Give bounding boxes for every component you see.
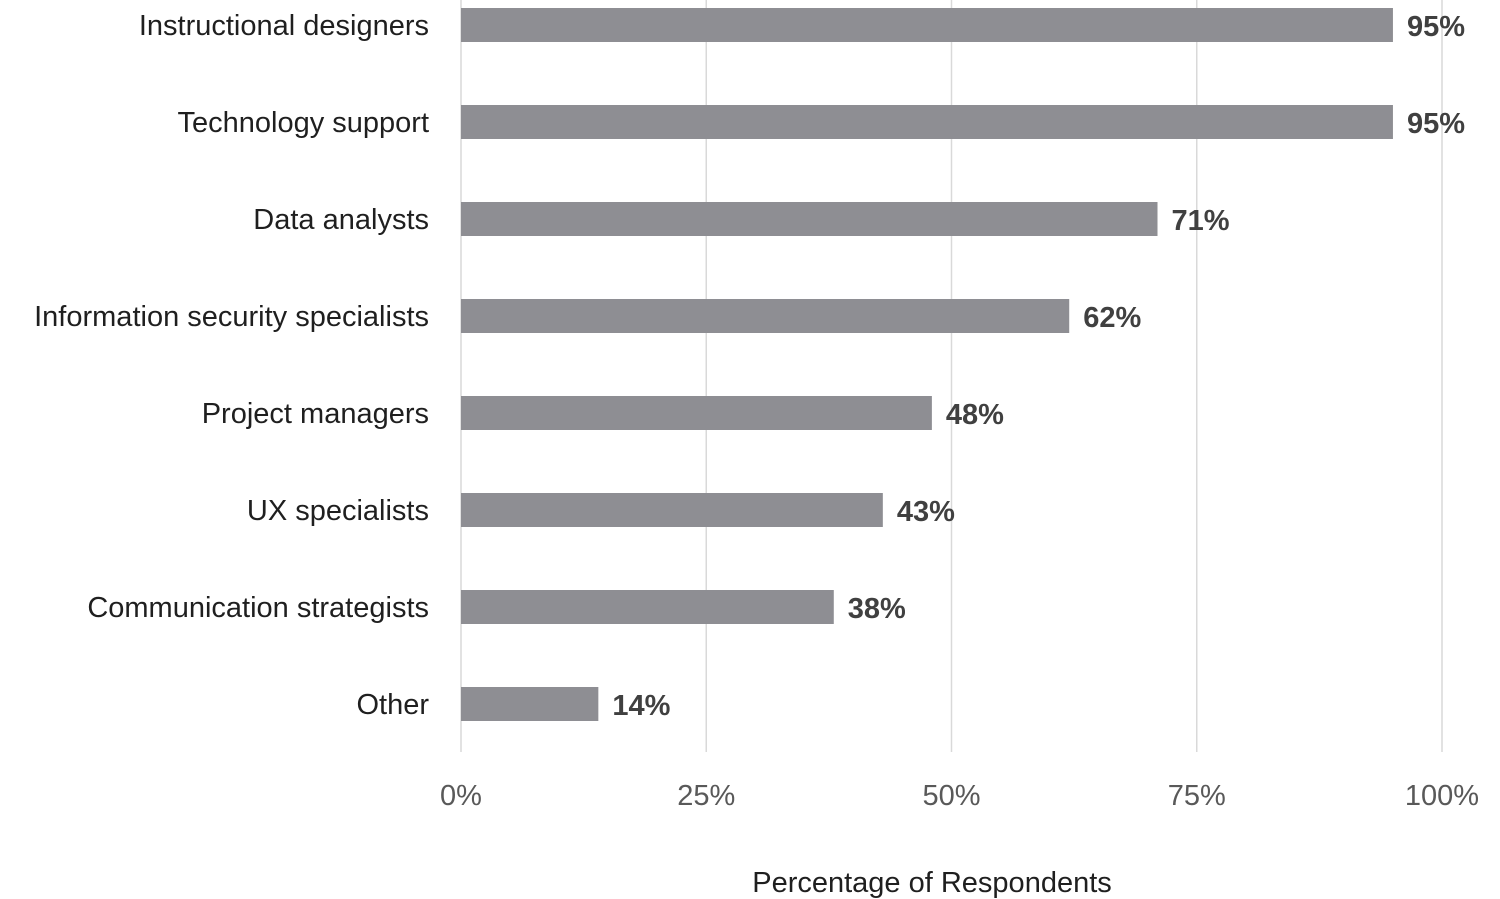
bar: [461, 493, 883, 527]
x-tick-label: 0%: [440, 780, 482, 812]
data-label: 71%: [1172, 205, 1230, 237]
bar: [461, 299, 1070, 333]
category-label: Project managers: [202, 398, 429, 430]
x-axis-title: Percentage of Respondents: [752, 867, 1112, 899]
category-label: Data analysts: [253, 204, 429, 236]
x-tick-label: 75%: [1168, 780, 1226, 812]
category-label: Information security specialists: [34, 301, 429, 333]
bar: [461, 396, 932, 430]
bars: [461, 8, 1393, 721]
data-label: 48%: [946, 399, 1004, 431]
x-tick-label: 50%: [922, 780, 980, 812]
bar: [461, 105, 1393, 139]
data-label: 43%: [897, 496, 955, 528]
category-label: Instructional designers: [139, 10, 429, 42]
category-label: Technology support: [178, 107, 430, 139]
category-labels: Instructional designers Technology suppor…: [34, 10, 429, 721]
bar: [461, 8, 1393, 42]
data-label: 62%: [1083, 302, 1141, 334]
data-labels: 95% 95% 71% 62% 48% 43% 38% 14%: [612, 11, 1465, 722]
category-label: Other: [356, 689, 429, 721]
bar: [461, 202, 1158, 236]
category-label: Communication strategists: [87, 592, 429, 624]
data-label: 95%: [1407, 11, 1465, 43]
x-axis-tick-labels: 0% 25% 50% 75% 100%: [440, 780, 1479, 812]
category-label: UX specialists: [247, 495, 429, 527]
data-label: 95%: [1407, 108, 1465, 140]
x-tick-label: 100%: [1405, 780, 1479, 812]
data-label: 14%: [612, 690, 670, 722]
x-tick-label: 25%: [677, 780, 735, 812]
bar: [461, 687, 599, 721]
bar: [461, 590, 834, 624]
data-label: 38%: [848, 593, 906, 625]
